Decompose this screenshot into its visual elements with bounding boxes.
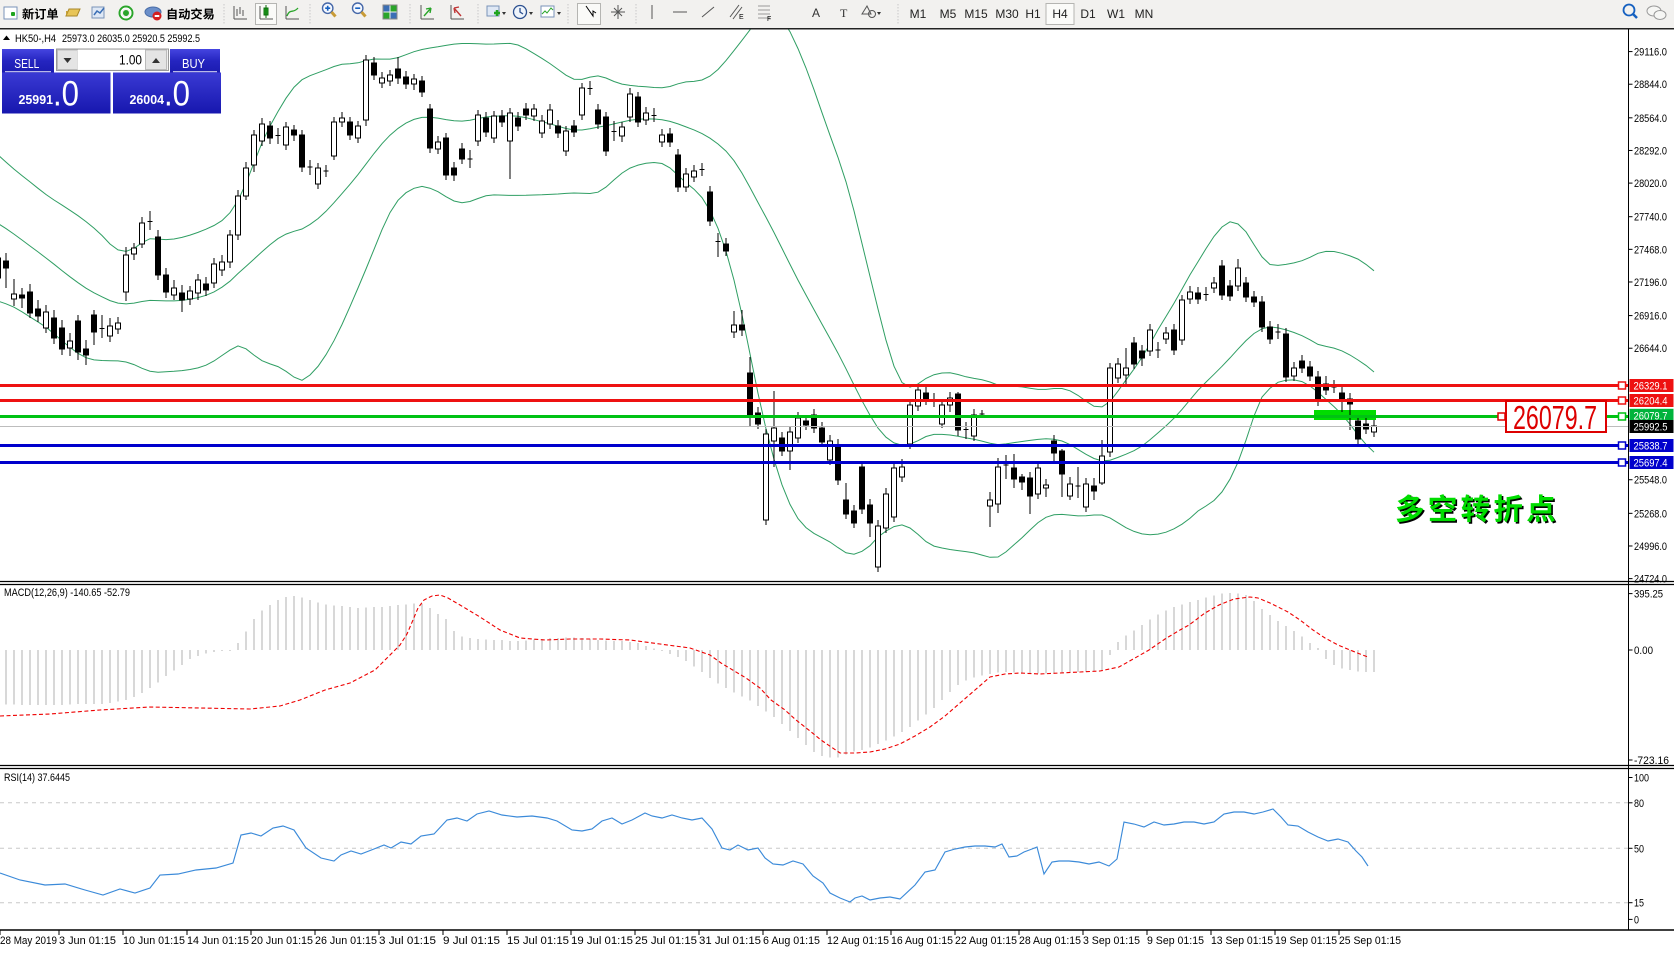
svg-text:24996.0: 24996.0 xyxy=(1634,541,1667,553)
svg-text:31 Jul 01:15: 31 Jul 01:15 xyxy=(699,935,761,947)
svg-text:16 Aug 01:15: 16 Aug 01:15 xyxy=(891,935,953,947)
svg-text:26204.4: 26204.4 xyxy=(1634,396,1668,408)
svg-text:27740.0: 27740.0 xyxy=(1634,212,1667,224)
svg-text:3 Jul 01:15: 3 Jul 01:15 xyxy=(379,935,436,947)
svg-text:25992.5: 25992.5 xyxy=(1634,422,1668,434)
svg-text:13 Sep 01:15: 13 Sep 01:15 xyxy=(1211,935,1273,947)
svg-text:0.00: 0.00 xyxy=(1634,645,1653,657)
svg-text:28 Aug 01:15: 28 Aug 01:15 xyxy=(1019,935,1081,947)
svg-text:26079.7: 26079.7 xyxy=(1513,399,1597,436)
svg-text:19 Sep 01:15: 19 Sep 01:15 xyxy=(1275,935,1337,947)
svg-text:MN: MN xyxy=(1135,7,1154,21)
svg-text:25973.0 26035.0 25920.5 25992.: 25973.0 26035.0 25920.5 25992.5 xyxy=(62,33,200,45)
svg-text:F: F xyxy=(767,16,771,23)
svg-text:0: 0 xyxy=(1634,914,1639,926)
svg-text:28 May 2019: 28 May 2019 xyxy=(0,935,57,947)
svg-text:15: 15 xyxy=(1634,898,1644,910)
svg-text:25838.7: 25838.7 xyxy=(1634,441,1668,453)
svg-text:25 Jul 01:15: 25 Jul 01:15 xyxy=(635,935,697,947)
svg-text:1.00: 1.00 xyxy=(119,53,142,68)
svg-text:M5: M5 xyxy=(940,7,957,21)
svg-text:28844.0: 28844.0 xyxy=(1634,79,1667,91)
svg-text:26 Jun 01:15: 26 Jun 01:15 xyxy=(315,935,377,947)
svg-text:9 Sep 01:15: 9 Sep 01:15 xyxy=(1147,935,1204,947)
svg-text:22 Aug 01:15: 22 Aug 01:15 xyxy=(955,935,1017,947)
svg-text:9 Jul 01:15: 9 Jul 01:15 xyxy=(443,935,500,947)
svg-text:26004: 26004 xyxy=(130,92,165,107)
svg-text:H4: H4 xyxy=(1052,7,1068,21)
svg-text:T: T xyxy=(840,6,848,20)
svg-text:26079.7: 26079.7 xyxy=(1634,410,1668,422)
svg-text:29116.0: 29116.0 xyxy=(1634,47,1667,59)
svg-text:BUY: BUY xyxy=(182,56,205,71)
svg-text:24724.0: 24724.0 xyxy=(1634,574,1667,586)
svg-text:3 Jun 01:15: 3 Jun 01:15 xyxy=(59,935,116,947)
svg-text:-723.16: -723.16 xyxy=(1634,755,1669,767)
svg-text:19 Jul 01:15: 19 Jul 01:15 xyxy=(571,935,633,947)
svg-text:M30: M30 xyxy=(995,7,1019,21)
svg-text:W1: W1 xyxy=(1107,7,1125,21)
svg-text:.0: .0 xyxy=(164,75,190,114)
svg-text:100: 100 xyxy=(1634,773,1649,785)
svg-text:12 Aug 01:15: 12 Aug 01:15 xyxy=(827,935,889,947)
svg-text:M15: M15 xyxy=(964,7,988,21)
svg-text:25268.0: 25268.0 xyxy=(1634,508,1667,520)
svg-text:.0: .0 xyxy=(53,75,79,114)
svg-text:395.25: 395.25 xyxy=(1634,589,1663,601)
svg-text:25697.4: 25697.4 xyxy=(1634,458,1668,470)
svg-text:SELL: SELL xyxy=(14,56,39,71)
svg-text:H1: H1 xyxy=(1025,7,1041,21)
svg-text:28020.0: 28020.0 xyxy=(1634,178,1667,190)
svg-text:D1: D1 xyxy=(1080,7,1096,21)
svg-text:26916.0: 26916.0 xyxy=(1634,311,1667,323)
svg-text:80: 80 xyxy=(1634,798,1644,810)
svg-text:27196.0: 27196.0 xyxy=(1634,277,1667,289)
svg-text:HK50-,H4: HK50-,H4 xyxy=(15,33,56,45)
svg-text:25991: 25991 xyxy=(19,92,54,107)
svg-text:28292.0: 28292.0 xyxy=(1634,145,1667,157)
svg-text:50: 50 xyxy=(1634,843,1644,855)
svg-text:26329.1: 26329.1 xyxy=(1634,381,1668,393)
svg-text:6 Aug 01:15: 6 Aug 01:15 xyxy=(763,935,820,947)
svg-text:27468.0: 27468.0 xyxy=(1634,244,1667,256)
svg-text:28564.0: 28564.0 xyxy=(1634,113,1667,125)
svg-text:14 Jun 01:15: 14 Jun 01:15 xyxy=(187,935,249,947)
svg-text:25 Sep 01:15: 25 Sep 01:15 xyxy=(1339,935,1401,947)
svg-text:25548.0: 25548.0 xyxy=(1634,475,1667,487)
svg-text:10 Jun 01:15: 10 Jun 01:15 xyxy=(123,935,185,947)
svg-text:A: A xyxy=(812,6,820,20)
svg-text:M1: M1 xyxy=(910,7,927,21)
svg-text:15 Jul 01:15: 15 Jul 01:15 xyxy=(507,935,569,947)
svg-text:3 Sep 01:15: 3 Sep 01:15 xyxy=(1083,935,1140,947)
svg-text:26644.0: 26644.0 xyxy=(1634,343,1667,355)
svg-text:E: E xyxy=(739,14,744,21)
svg-text:MACD(12,26,9) -140.65 -52.79: MACD(12,26,9) -140.65 -52.79 xyxy=(4,587,130,599)
svg-text:RSI(14) 37.6445: RSI(14) 37.6445 xyxy=(4,772,70,784)
svg-text:20 Jun 01:15: 20 Jun 01:15 xyxy=(251,935,313,947)
